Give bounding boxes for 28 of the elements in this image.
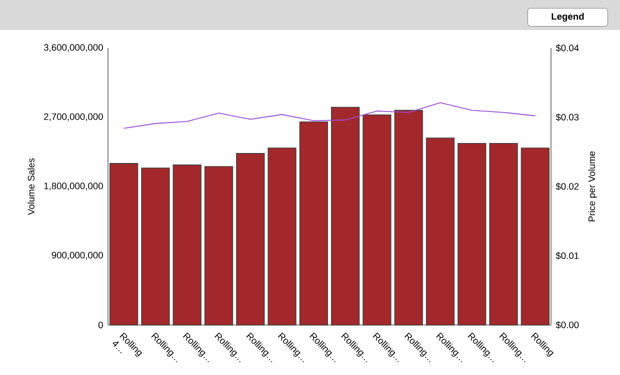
bar: [236, 153, 265, 326]
bar: [204, 166, 234, 326]
y-tick-label: 0: [98, 322, 103, 328]
y-tick-label: 1,800,000,000: [44, 182, 103, 190]
bar: [110, 163, 138, 326]
y-axis-title: Volume Sales: [28, 158, 34, 215]
y-tick-label: 3,600,000,000: [44, 44, 103, 52]
y-tick-label: 2,700,000,000: [44, 113, 103, 122]
bar: [172, 164, 202, 326]
text: Legend: [552, 12, 584, 22]
bar: [362, 114, 392, 326]
bar: [331, 106, 360, 326]
bar: [489, 143, 518, 326]
y2-tick-label: $0.00: [556, 321, 579, 329]
bar: [141, 168, 170, 326]
y2-axis-title: Price per Volume: [588, 151, 597, 222]
bar: [426, 138, 455, 326]
y-tick-label: 900,000,000: [52, 252, 103, 260]
y2-tick-label: $0.03: [556, 113, 579, 122]
bar: [299, 121, 328, 326]
bar: [458, 143, 486, 326]
y2-tick-label: $0.02: [556, 182, 579, 190]
y2-tick-label: $0.01: [556, 252, 579, 260]
line-series: [123, 102, 536, 129]
bar: [394, 110, 423, 326]
y2-tick-label: $0.04: [556, 44, 579, 52]
bar: [268, 148, 296, 326]
bar: [520, 148, 550, 326]
